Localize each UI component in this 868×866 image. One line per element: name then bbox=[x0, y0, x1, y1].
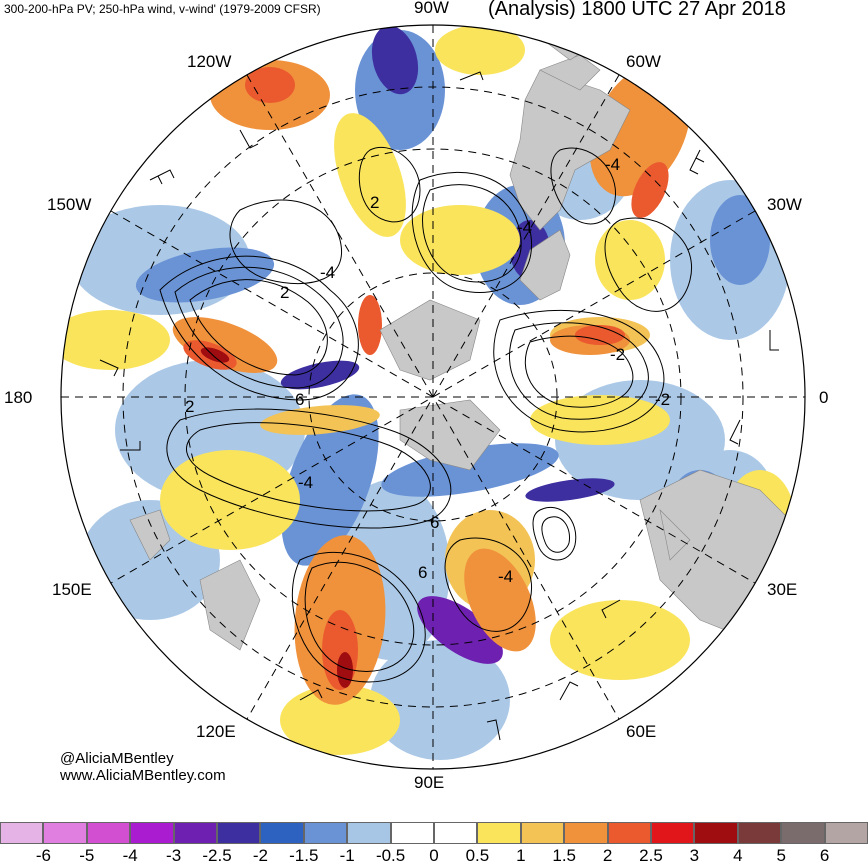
lon-label-180: 180 bbox=[4, 388, 33, 407]
colorbar-tick-label: 2.5 bbox=[639, 846, 663, 865]
colorbar-tick-label: -1 bbox=[339, 846, 355, 865]
lon-label-30w: 30W bbox=[767, 195, 802, 214]
lon-label-60e: 60E bbox=[626, 722, 657, 741]
contour-label: -2 bbox=[610, 345, 625, 364]
colorbar-tick-label: -2.5 bbox=[202, 846, 232, 865]
colorbar-tick-label: -6 bbox=[35, 846, 51, 865]
lon-label-30e: 30E bbox=[767, 580, 798, 599]
contour-label: 2 bbox=[370, 193, 379, 212]
colorbar-swatch bbox=[390, 822, 434, 844]
colorbar-swatch bbox=[303, 822, 348, 844]
colorbar-swatch bbox=[520, 822, 565, 844]
colorbar-swatch bbox=[477, 822, 521, 844]
credit: @AliciaMBentley www.AliciaMBentley.com bbox=[60, 750, 226, 784]
lon-label-0: 0 bbox=[819, 388, 829, 407]
colorbar-swatch bbox=[694, 822, 738, 844]
contour-label: 2 bbox=[185, 397, 194, 416]
contour-label: 6 bbox=[418, 563, 427, 582]
colorbar-swatch bbox=[607, 822, 651, 844]
colorbar-tick-label: -0.5 bbox=[375, 846, 406, 865]
colorbar-swatch bbox=[347, 822, 391, 844]
lon-label-60w: 60W bbox=[626, 52, 661, 71]
colorbar-tick-label: -3 bbox=[166, 846, 182, 865]
lon-label-90e: 90E bbox=[414, 773, 445, 792]
colorbar-swatch bbox=[781, 822, 825, 844]
lon-label-90w: 90W bbox=[414, 0, 449, 17]
contour-label: 2 bbox=[280, 283, 289, 302]
colorbar-tick-label: -4 bbox=[122, 846, 138, 865]
colorbar-tick-label: 0.5 bbox=[465, 846, 490, 865]
map-disc bbox=[61, 25, 805, 769]
colorbar-tick-label: 2 bbox=[602, 846, 613, 865]
colorbar-tick-label: -1.5 bbox=[289, 846, 319, 865]
colorbar-swatch bbox=[0, 822, 44, 844]
colorbar-swatch bbox=[130, 822, 174, 844]
colorbar-tick-label: -5 bbox=[79, 846, 95, 865]
lon-label-120e: 120E bbox=[196, 722, 236, 741]
contour-label: -4 bbox=[605, 155, 620, 174]
colorbar-tick-label: 0 bbox=[429, 846, 439, 865]
colorbar-tick-label: -2 bbox=[252, 846, 268, 865]
colorbar-swatch bbox=[737, 822, 782, 844]
contour-label: -2 bbox=[655, 390, 670, 409]
colorbar-swatch bbox=[260, 822, 304, 844]
colorbar-swatch bbox=[824, 822, 868, 844]
contour-label: -4 bbox=[320, 263, 335, 282]
colorbar-swatch bbox=[434, 822, 478, 844]
contour-label: 6 bbox=[430, 513, 439, 532]
title-right: (Analysis) 1800 UTC 27 Apr 2018 bbox=[488, 0, 786, 20]
colorbar-swatch bbox=[43, 822, 87, 844]
colorbar bbox=[0, 822, 868, 844]
contour-labels: -4 2 -4 6 2 -2 -4 6 6 -4 2 -2 -4 bbox=[185, 155, 670, 586]
colorbar-tick-label: 1.5 bbox=[552, 846, 577, 865]
lon-label-150e: 150E bbox=[52, 580, 92, 599]
colorbar-tick-label: 4 bbox=[733, 846, 743, 865]
colorbar-swatch bbox=[173, 822, 217, 844]
credit-handle: @AliciaMBentley bbox=[60, 750, 174, 767]
colorbar-swatch bbox=[217, 822, 261, 844]
colorbar-swatch bbox=[86, 822, 131, 844]
contour-label: 6 bbox=[295, 390, 304, 409]
lon-label-120w: 120W bbox=[187, 52, 232, 71]
colorbar-tick-label: 5 bbox=[776, 846, 786, 865]
colorbar-swatch bbox=[651, 822, 695, 844]
colorbar-tick-label: 3 bbox=[689, 846, 700, 865]
title-left: 300-200-hPa PV; 250-hPa wind, v-wind' (1… bbox=[4, 2, 321, 16]
map-boundary bbox=[60, 24, 806, 770]
contour-label: -4 bbox=[298, 473, 313, 492]
lon-label-150w: 150W bbox=[47, 195, 92, 214]
credit-site: www.AliciaMBentley.com bbox=[60, 767, 226, 784]
colorbar-tick-label: 6 bbox=[819, 846, 830, 865]
colorbar-swatch bbox=[564, 822, 608, 844]
colorbar-tick-label: 1 bbox=[516, 846, 526, 865]
contour-label: -4 bbox=[517, 218, 532, 237]
contour-label: -4 bbox=[498, 567, 513, 586]
